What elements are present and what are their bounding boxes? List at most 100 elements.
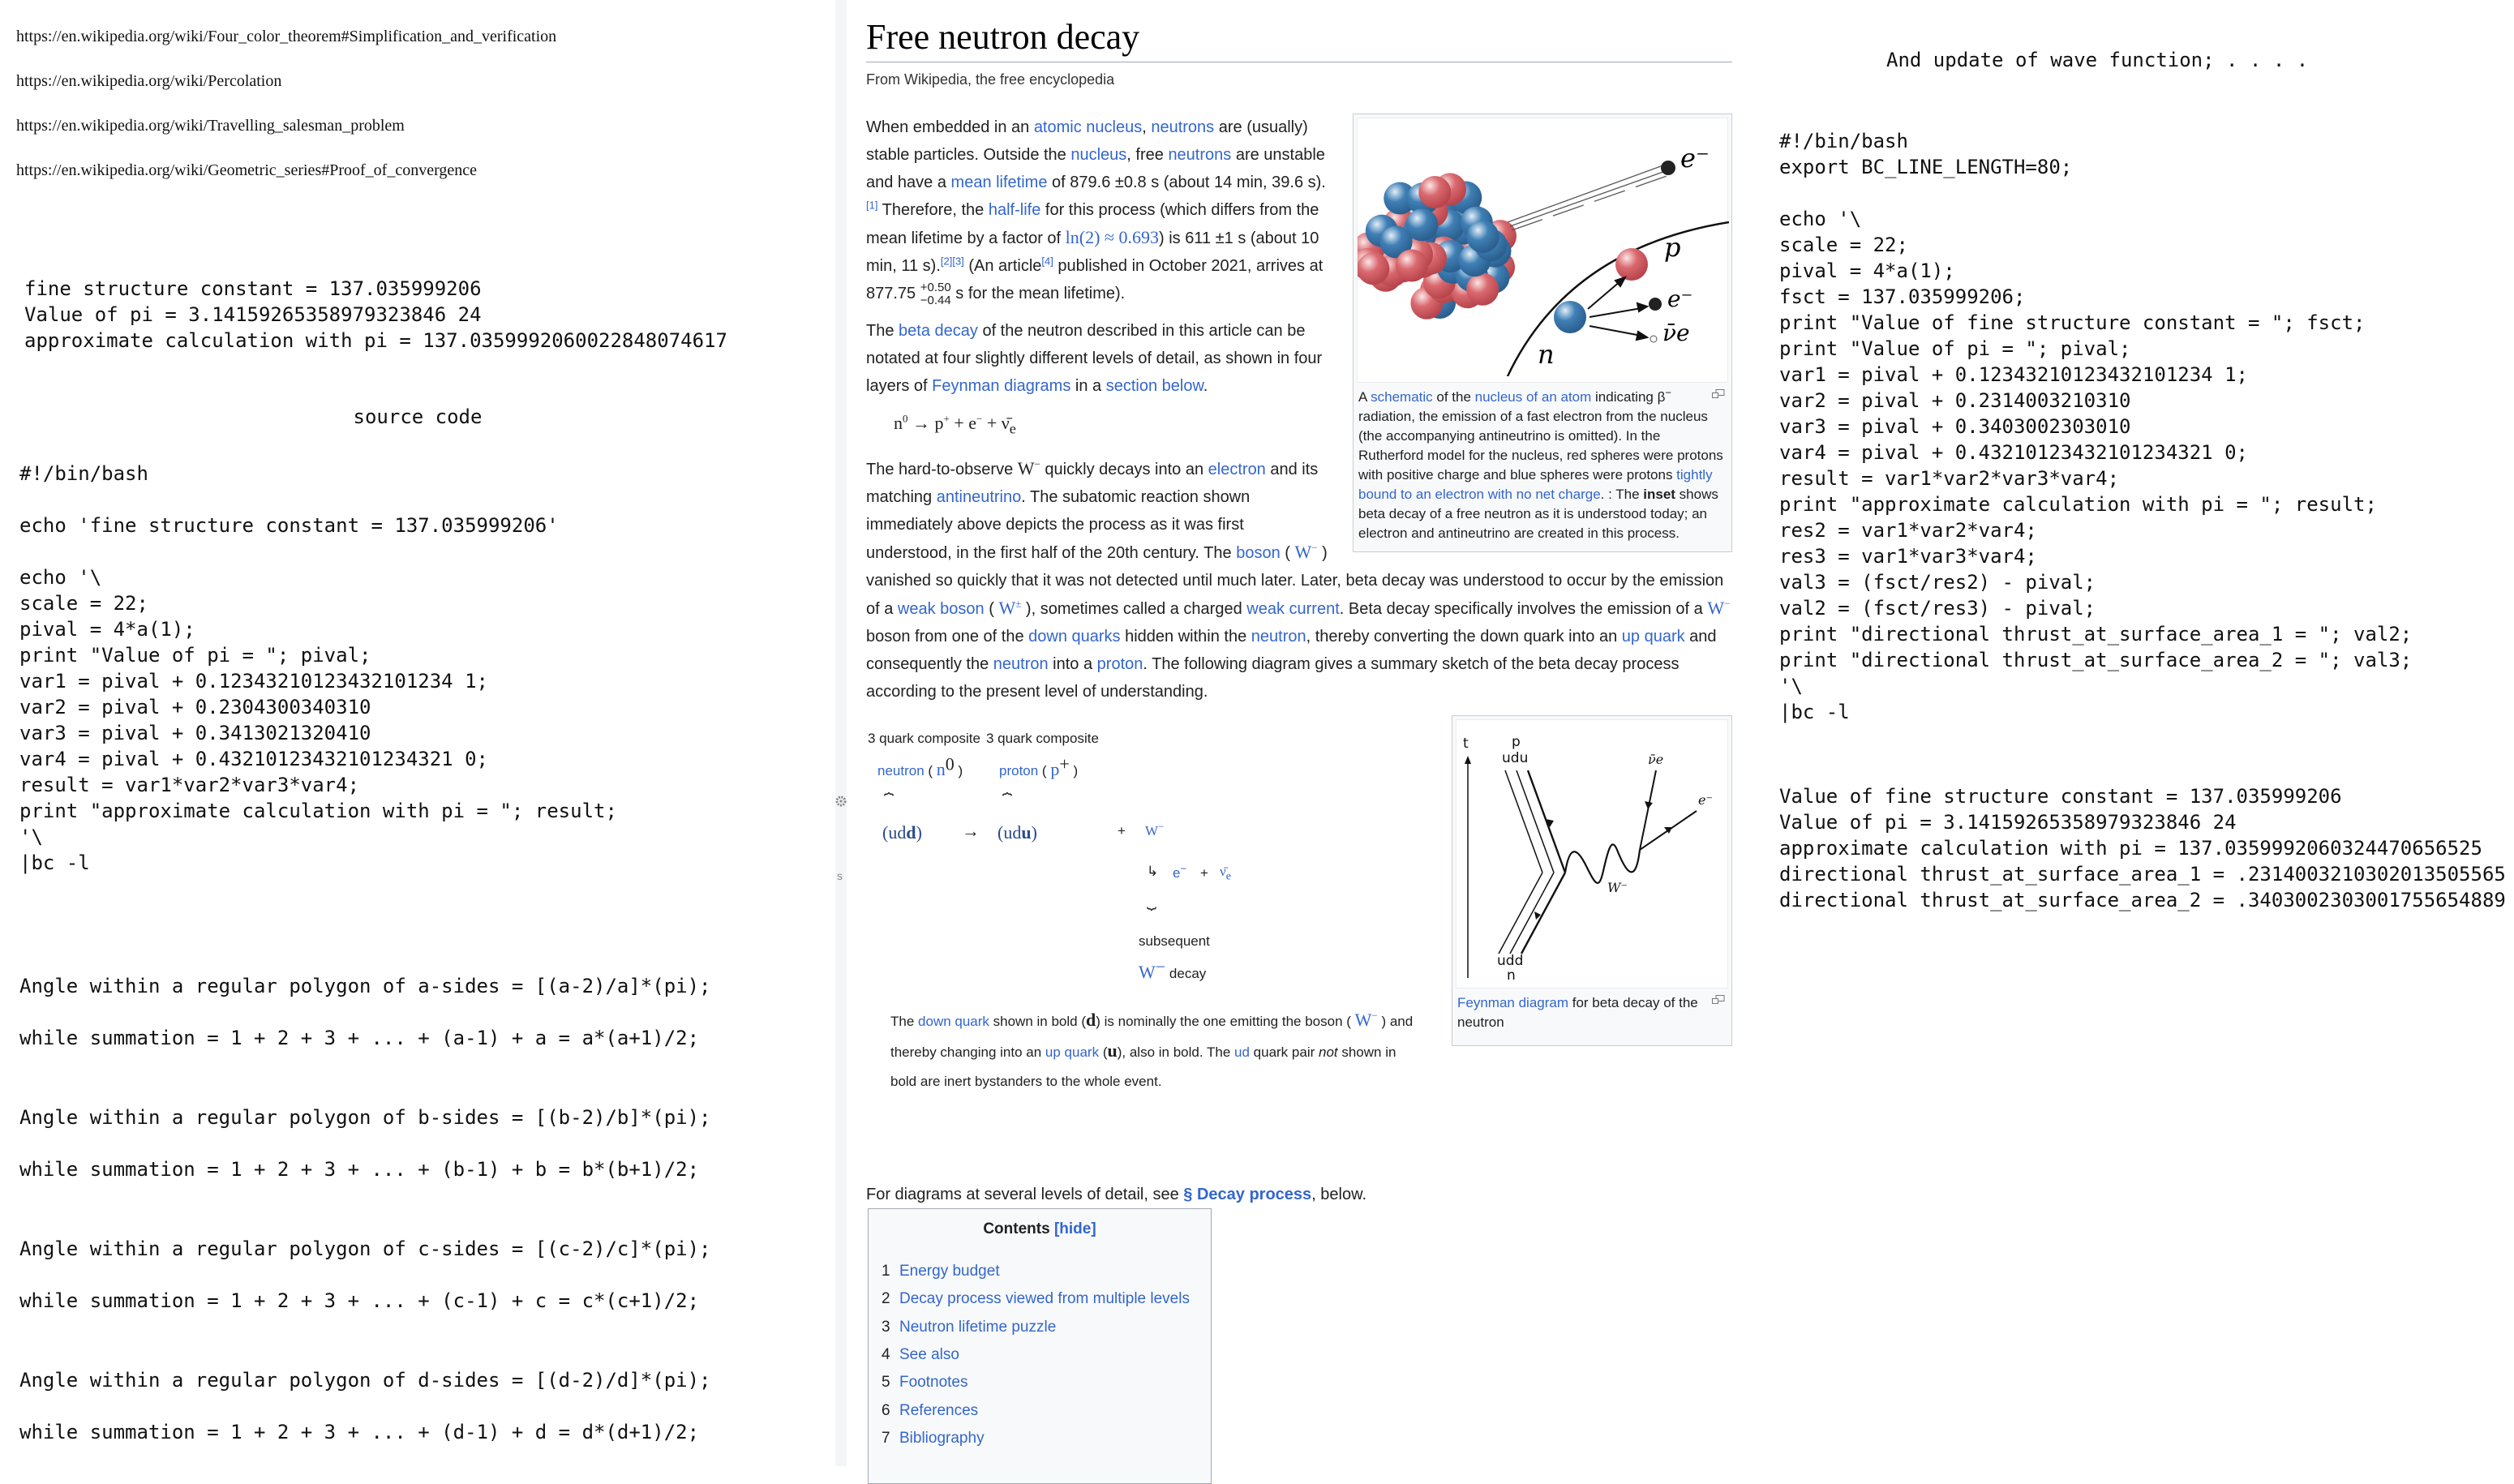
figure-caption: A schematic of the nucleus of an atom in… [1357,383,1728,548]
article-link[interactable]: atomic nucleus [1033,118,1143,136]
text-run: s for the mean lifetime). [950,285,1126,302]
text-line: scale = 22; [1779,234,1908,256]
feynman-diagram[interactable]: t p udu udd n W⁻ ν̄e e⁻ [1456,719,1728,989]
tagline: From Wikipedia, the free encyclopedia [866,71,1115,88]
polygon-formulas: Angle within a regular polygon of a-side… [19,960,711,1458]
nucleon [1379,225,1413,259]
url-text[interactable]: https://en.wikipedia.org/wiki/Percolatio… [16,72,282,90]
url-text[interactable]: https://en.wikipedia.org/wiki/Travelling… [16,117,405,135]
article-link[interactable]: electron [1208,461,1266,479]
article-link[interactable]: nucleus of an atom [1474,389,1592,405]
toc-item[interactable]: 5 Footnotes [882,1374,968,1392]
text-line: result = var1*var2*var3*var4; [19,774,360,796]
article-link[interactable]: neutrons [1151,118,1215,136]
toc-item[interactable]: 6 References [882,1401,979,1419]
article-link[interactable]: W− [1354,1010,1378,1031]
article-link[interactable]: down quarks [1028,628,1121,646]
text-line: var3 = pival + 0.3403002303010 [1779,415,2131,438]
proton-label: p [1664,232,1680,263]
article-link[interactable]: [2][3] [940,255,964,268]
enlarge-icon[interactable] [1712,995,1725,1005]
quark-note: The down quark shown in bold (d) is nomi… [890,1006,1426,1096]
article-link[interactable]: [4] [1041,255,1053,268]
toc-item[interactable]: 3 Neutron lifetime puzzle [882,1318,1057,1336]
article-link[interactable]: nucleus [1070,146,1127,164]
feynman-figure: t p udu udd n W⁻ ν̄e e⁻ [1452,715,1732,1047]
article-link[interactable]: W± [998,598,1022,619]
electron-term[interactable]: e− [1173,862,1187,881]
panel-divider[interactable]: s [835,0,847,1466]
toc-item[interactable]: 2 Decay process viewed from multiple leve… [882,1290,1190,1308]
article-link[interactable]: ud [1234,1044,1250,1061]
article-link[interactable]: down quark [918,1014,989,1030]
text-run: d [1086,1010,1096,1031]
article-link[interactable]: up quark [1045,1044,1100,1061]
text-run: − [1665,386,1671,399]
text-line: Angle within a regular polygon of c-side… [19,1237,711,1260]
article-link[interactable]: half-life [988,201,1041,219]
text-line: |bc -l [19,851,90,874]
nucleon [1466,220,1499,253]
label-udu: udu [1502,750,1528,766]
text-line: Value of fine structure constant = 137.0… [1779,785,2342,808]
article-link[interactable]: boson [1236,544,1281,563]
article-link[interactable]: neutron [1251,628,1306,646]
article-link[interactable]: ln(2) ≈ 0.693 [1065,227,1160,247]
neutron-term[interactable]: neutron ( n0 ) [877,753,963,780]
text-line: var2 = pival + 0.2304300340310 [19,696,371,718]
nucleus-image[interactable]: e⁻ p e⁻ ν̄e n [1352,118,1730,383]
nucleon [1395,249,1428,282]
toc-item[interactable]: 4 See also [882,1345,959,1363]
w-boson-term[interactable]: W− [1145,820,1165,839]
article-link[interactable]: proton [1096,655,1143,674]
text-run: and consequently the [866,628,1717,674]
neutron-label: n [1538,339,1555,370]
article-link[interactable]: tightly bound to an electron with no net… [1358,467,1713,502]
article-link[interactable]: section below [1105,377,1203,395]
article-link[interactable]: antineutrino [936,488,1022,507]
feynman-diagram-link[interactable]: Feynman diagram [1457,995,1569,1011]
text-line: var4 = pival + 0.43210123432101234321 0; [1779,441,2248,464]
article-link[interactable]: beta decay [899,322,978,340]
toc-hide-link[interactable]: [hide] [1053,1220,1096,1237]
intro-paragraph: When embedded in an atomic nucleus, neut… [866,114,1732,307]
toc-item[interactable]: 1 Energy budget [882,1263,1000,1280]
composite-label: 3 quark composite [868,731,980,747]
decay-process-link[interactable]: § Decay process [1183,1186,1312,1203]
text-line: while summation = 1 + 2 + 3 + ... + (c-1… [19,1289,700,1312]
text-line: '\ [1779,675,1803,697]
article-link[interactable]: weak current [1246,600,1340,619]
article-link[interactable]: mean lifetime [950,174,1048,191]
label-n: n [1507,967,1516,984]
sidebar-glyph: s [837,869,843,882]
text-line: |bc -l [1779,701,1850,723]
hook-arrow: ↳ [1147,864,1159,880]
left-text-panel: https://en.wikipedia.org/wiki/Four_color… [0,0,835,1466]
article-link[interactable]: W− [1294,542,1318,563]
article-link[interactable]: schematic [1371,389,1433,405]
article-link[interactable]: Feynman diagrams [932,377,1071,395]
article-link[interactable]: [1] [866,199,878,212]
text-line: var1 = pival + 0.12343210123432101234 1; [1779,363,2248,386]
proton-term[interactable]: proton ( p+ ) [999,753,1079,780]
text-run: not [1318,1044,1338,1061]
article-link[interactable]: up quark [1621,628,1685,646]
article-link[interactable]: W− [1707,598,1731,619]
article-link[interactable]: weak boson [897,600,985,619]
article-link[interactable]: neutron [993,655,1049,674]
text-line: #!/bin/bash [1779,130,1908,152]
toc-item[interactable]: 7 Bibliography [882,1429,985,1447]
enlarge-icon[interactable] [1712,389,1725,399]
text-run: ( [984,600,999,619]
url-text[interactable]: https://en.wikipedia.org/wiki/Four_color… [16,28,557,45]
url-text[interactable]: https://en.wikipedia.org/wiki/Geometric_… [16,161,478,179]
arrow: → [962,821,980,842]
gear-icon[interactable] [835,793,847,809]
article-link[interactable]: neutrons [1168,146,1232,164]
text-run: ) is 611 ±1 s (about 10 min, 11 s). [866,229,1319,275]
see-also-line: For diagrams at several levels of detail… [866,1186,1367,1203]
text-run: of the neutron described in this article… [866,322,1323,395]
antineutrino-term[interactable]: ν̄e [1220,864,1231,883]
text-run: quickly decays into an [1040,461,1208,479]
text-run: ), sometimes called a charged [1021,600,1247,619]
